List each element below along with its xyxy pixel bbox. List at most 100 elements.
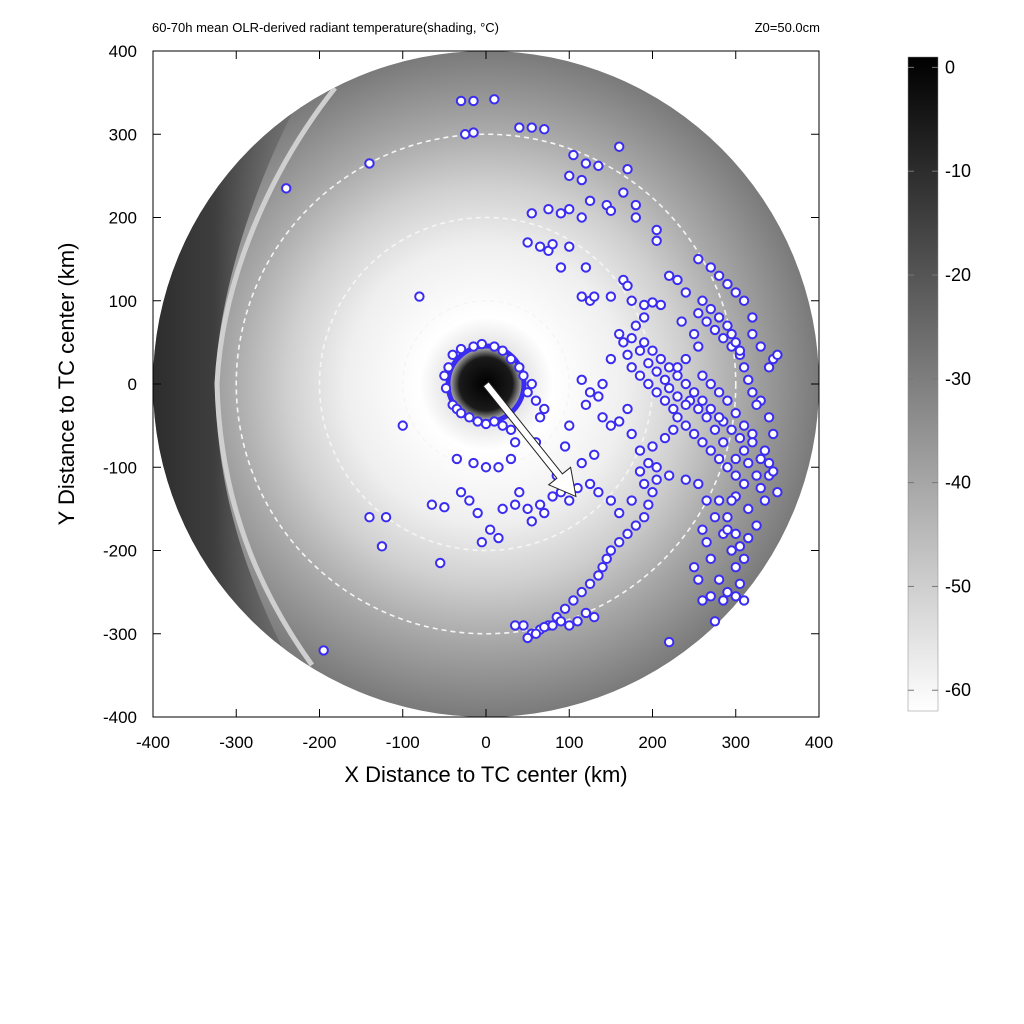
convective-cell (509, 437, 521, 448)
convective-cell (743, 374, 754, 386)
convective-cell (722, 524, 733, 535)
convective-cell (564, 495, 575, 506)
convective-cell (701, 412, 712, 423)
convective-cell (455, 487, 467, 498)
convective-cell (455, 343, 467, 355)
y-tick-label: 0 (128, 375, 137, 394)
convective-cell (547, 238, 558, 250)
convective-cell (559, 603, 571, 614)
convective-cell (705, 303, 716, 315)
convective-cell (451, 453, 463, 465)
convective-cell (663, 470, 675, 481)
convective-cell (534, 499, 546, 510)
convective-cell (693, 478, 704, 490)
convective-cell (643, 378, 654, 390)
convective-cell (397, 420, 408, 431)
convective-cell (564, 420, 575, 431)
convective-cell (439, 370, 450, 381)
convective-cell (705, 553, 716, 565)
x-tick-label: 300 (722, 733, 750, 752)
convective-cells (281, 94, 783, 656)
convective-cell (605, 353, 617, 365)
convective-cell (672, 391, 683, 402)
convective-cell (605, 495, 617, 506)
convective-cell (568, 595, 579, 606)
convective-cell (738, 445, 750, 456)
convective-cell (605, 291, 617, 302)
convective-cell (522, 387, 533, 398)
convective-cell (509, 620, 521, 631)
x-tick-label: 100 (555, 733, 583, 752)
convective-cell (526, 516, 537, 527)
y-tick-label: -200 (103, 542, 137, 561)
convective-cell (572, 616, 583, 627)
convective-cell (697, 370, 708, 381)
colorbar-tick-label: -50 (945, 576, 971, 596)
convective-cell (697, 437, 708, 448)
convective-cell (580, 262, 592, 273)
convective-cell (614, 507, 625, 519)
convective-cell (472, 507, 483, 519)
convective-cell (439, 502, 450, 513)
convective-cell (580, 399, 592, 411)
x-axis-ticks: -400 -300 -200 -100 0 100 200 300 400 (136, 51, 833, 752)
convective-cell (651, 235, 662, 247)
convective-cell (455, 95, 467, 107)
convective-cell (701, 536, 712, 548)
convective-cell (622, 403, 633, 415)
convective-cell (663, 382, 675, 394)
convective-cell (734, 432, 746, 444)
convective-cell (638, 478, 650, 490)
x-tick-label: -100 (386, 733, 420, 752)
convective-cell (564, 170, 575, 182)
convective-cell (497, 503, 508, 515)
convective-cell (688, 561, 700, 573)
convective-cell (564, 241, 575, 252)
convective-cell (705, 262, 716, 273)
convective-cell (539, 507, 550, 519)
y-tick-label: -400 (103, 708, 137, 727)
convective-cell (534, 412, 546, 423)
convective-cell (647, 487, 658, 498)
convective-cell (526, 378, 537, 390)
convective-cell (618, 187, 629, 198)
convective-cell (489, 341, 500, 352)
convective-cell (651, 224, 662, 236)
convective-cell (734, 345, 746, 356)
convective-cell (638, 512, 650, 523)
convective-cell (472, 416, 483, 427)
convective-cell (505, 453, 517, 465)
convective-cell (564, 203, 575, 215)
convective-cell (730, 591, 741, 602)
convective-cell (705, 591, 716, 602)
convective-cell (630, 320, 642, 331)
convective-cell (680, 353, 691, 365)
convective-cell (709, 324, 721, 336)
convective-cell (705, 378, 716, 390)
x-tick-label: -400 (136, 733, 170, 752)
convective-cell (738, 420, 750, 431)
convective-cell (630, 212, 642, 223)
y-tick-label: -100 (103, 458, 137, 477)
convective-cell (680, 474, 691, 485)
convective-cell (626, 428, 637, 440)
convective-cell (755, 341, 766, 352)
convective-cell (597, 561, 608, 573)
convective-cell (281, 183, 292, 194)
convective-cell (730, 528, 741, 540)
y-axis-ticks: -400 -300 -200 -100 0 100 200 300 400 (103, 42, 819, 727)
convective-cell (759, 445, 771, 456)
convective-cell (539, 621, 550, 633)
convective-cell (568, 149, 579, 161)
convective-cell (526, 208, 537, 219)
convective-cell (626, 495, 637, 506)
convective-cell (576, 212, 587, 223)
convective-cell (605, 205, 617, 217)
convective-cell (693, 308, 704, 319)
convective-cell (547, 620, 558, 631)
convective-cell (576, 374, 587, 386)
convective-cell (722, 320, 733, 331)
convective-cell (622, 349, 633, 361)
convective-cell (743, 532, 754, 544)
convective-cell (722, 586, 733, 598)
